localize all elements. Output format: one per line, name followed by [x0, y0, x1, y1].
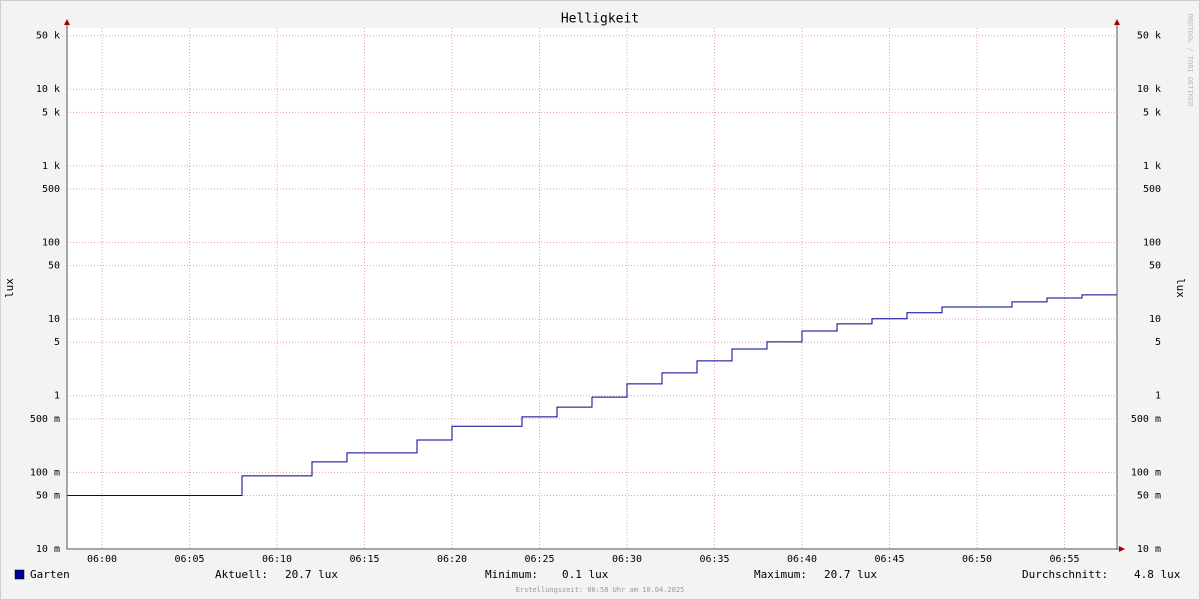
y-tick-label: 50 k: [36, 31, 60, 42]
y-tick-label: 5: [54, 337, 60, 348]
plot-area: [67, 28, 1117, 549]
y2-axis-label: lux: [1174, 278, 1187, 298]
y2-tick-label: 50 k: [1137, 31, 1161, 42]
stat-value: 4.8 lux: [1134, 568, 1181, 581]
x-tick-label: 06:30: [612, 554, 642, 565]
footer: Erstellungszeit: 06:58 Uhr am 10.04.2025: [516, 586, 685, 594]
stat-value: 20.7 lux: [285, 568, 338, 581]
legend-label: Garten: [30, 568, 70, 581]
stat-label: Maximum:: [754, 568, 807, 581]
stat-value: 20.7 lux: [824, 568, 877, 581]
y-tick-label: 1 k: [42, 161, 60, 172]
x-tick-label: 06:55: [1049, 554, 1079, 565]
y-tick-label: 50: [48, 261, 60, 272]
y-axis-label: lux: [3, 278, 16, 298]
y2-tick-label: 1: [1155, 391, 1161, 402]
y-tick-label: 5 k: [42, 107, 60, 118]
data-line: [67, 294, 1117, 496]
x-tick-label: 06:15: [349, 554, 379, 565]
y2-tick-label: 5: [1155, 337, 1161, 348]
x-tick-label: 06:25: [524, 554, 554, 565]
x-tick-label: 06:50: [962, 554, 992, 565]
axis-arrow: [1119, 546, 1125, 552]
axis-arrow: [1114, 19, 1120, 25]
y-tick-label: 10 m: [36, 544, 60, 555]
y2-tick-label: 500: [1143, 184, 1161, 195]
x-tick-label: 06:00: [87, 554, 117, 565]
axis-arrow: [64, 19, 70, 25]
chart-title: Helligkeit: [561, 12, 639, 27]
y2-tick-label: 10 m: [1137, 544, 1161, 555]
y2-tick-label: 500 m: [1131, 414, 1161, 425]
y-tick-label: 500: [42, 184, 60, 195]
y2-tick-label: 10: [1149, 314, 1161, 325]
stat-value: 0.1 lux: [562, 568, 609, 581]
y2-tick-label: 100 m: [1131, 467, 1161, 478]
x-tick-label: 06:45: [874, 554, 904, 565]
y2-tick-label: 1 k: [1143, 161, 1161, 172]
y-tick-label: 10 k: [36, 84, 60, 95]
x-tick-label: 06:10: [262, 554, 292, 565]
stat-label: Minimum:: [485, 568, 538, 581]
y-tick-label: 10: [48, 314, 60, 325]
y2-tick-label: 50: [1149, 261, 1161, 272]
y-tick-label: 500 m: [30, 414, 60, 425]
x-tick-label: 06:05: [174, 554, 204, 565]
y2-tick-label: 100: [1143, 237, 1161, 248]
stat-label: Aktuell:: [215, 568, 268, 581]
legend-swatch: [14, 569, 25, 580]
y2-tick-label: 10 k: [1137, 84, 1161, 95]
y-tick-label: 100 m: [30, 467, 60, 478]
y2-tick-label: 5 k: [1143, 107, 1161, 118]
marks: [67, 294, 1117, 496]
x-tick-label: 06:40: [787, 554, 817, 565]
y2-tick-label: 50 m: [1137, 490, 1161, 501]
x-tick-label: 06:20: [437, 554, 467, 565]
x-tick-label: 06:35: [699, 554, 729, 565]
y-tick-label: 100: [42, 237, 60, 248]
watermark: RRDTOOL / TOBI OETIKER: [1186, 14, 1194, 108]
y-tick-label: 1: [54, 391, 60, 402]
y-tick-label: 50 m: [36, 490, 60, 501]
stat-label: Durchschnitt:: [1022, 568, 1108, 581]
